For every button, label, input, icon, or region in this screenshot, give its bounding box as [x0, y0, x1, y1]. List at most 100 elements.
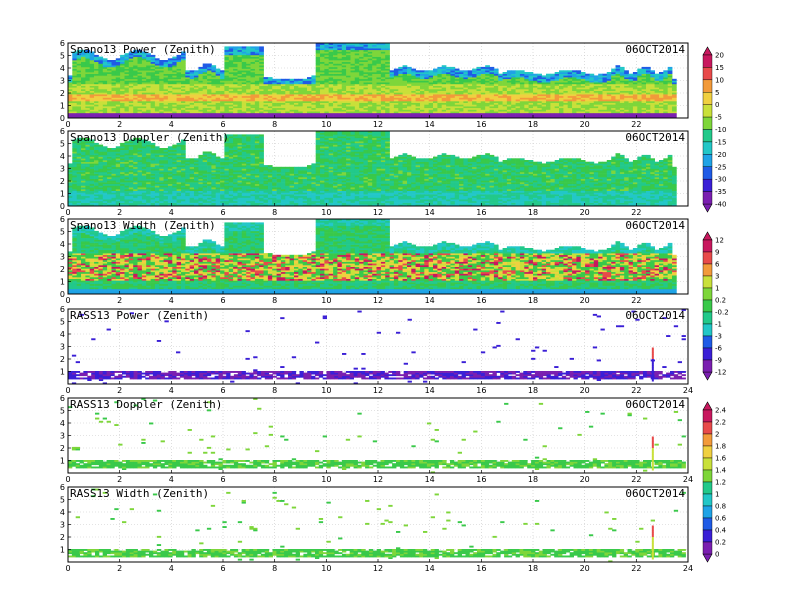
- heatmap-cell: [81, 89, 86, 91]
- heatmap-cell: [89, 94, 95, 97]
- heatmap-cell: [528, 112, 534, 115]
- heatmap-cell: [159, 85, 164, 88]
- heatmap-cell: [441, 92, 447, 95]
- heatmap-cell: [359, 107, 364, 110]
- heatmap-cell: [224, 99, 230, 102]
- heatmap-cell: [215, 102, 221, 105]
- heatmap-cell: [85, 73, 91, 76]
- heatmap-cell: [324, 112, 330, 115]
- heatmap-cell: [181, 65, 186, 68]
- heatmap-cell: [172, 116, 177, 119]
- heatmap-cell: [667, 104, 673, 107]
- heatmap-cell: [650, 78, 655, 81]
- heatmap-cell: [511, 87, 516, 90]
- heatmap-cell: [254, 73, 260, 76]
- heatmap-cell: [185, 101, 190, 103]
- heatmap-cell: [107, 92, 112, 95]
- heatmap-cell: [141, 102, 147, 105]
- heatmap-cell: [94, 111, 99, 114]
- heatmap-cell: [185, 85, 190, 88]
- heatmap-cell: [115, 87, 121, 90]
- heatmap-cell: [181, 101, 186, 103]
- heatmap-cell: [137, 89, 143, 91]
- heatmap-cell: [454, 78, 460, 81]
- heatmap-cell: [415, 70, 421, 73]
- heatmap-cell: [619, 104, 625, 107]
- heatmap-cell: [285, 92, 290, 95]
- heatmap-cell: [159, 94, 164, 97]
- heatmap-cell: [576, 99, 582, 102]
- heatmap-cell: [220, 102, 225, 105]
- heatmap-cell: [120, 56, 125, 59]
- heatmap-cell: [141, 106, 147, 109]
- heatmap-cell: [615, 92, 621, 95]
- heatmap-cell: [385, 75, 390, 78]
- heatmap-cell: [237, 90, 243, 93]
- heatmap-cell: [94, 109, 99, 112]
- heatmap-cell: [111, 95, 117, 98]
- heatmap-cell: [572, 95, 577, 98]
- heatmap-cell: [120, 66, 125, 69]
- heatmap-cell: [246, 63, 251, 66]
- heatmap-cell: [111, 111, 117, 114]
- panel-title: Spano13 Power (Zenith): [70, 43, 216, 56]
- heatmap-cell: [224, 92, 230, 95]
- heatmap-cell: [250, 73, 256, 76]
- heatmap-cell: [224, 70, 230, 73]
- heatmap-cell: [380, 70, 386, 73]
- heatmap-cell: [76, 102, 82, 105]
- heatmap-cell: [515, 99, 521, 102]
- heatmap-cell: [472, 107, 477, 110]
- heatmap-cell: [554, 72, 560, 74]
- heatmap-cell: [559, 95, 564, 98]
- heatmap-cell: [376, 92, 382, 95]
- heatmap-cell: [411, 75, 416, 78]
- heatmap-cell: [167, 112, 173, 115]
- heatmap-cell: [254, 80, 260, 83]
- heatmap-cell: [215, 70, 221, 73]
- heatmap-cell: [163, 77, 169, 80]
- heatmap-cell: [202, 102, 208, 105]
- heatmap-cell: [185, 73, 190, 76]
- heatmap-cell: [141, 54, 147, 57]
- heatmap-cell: [146, 83, 151, 86]
- heatmap-cell: [120, 90, 125, 93]
- heatmap-cell: [380, 112, 386, 115]
- heatmap-cell: [628, 92, 634, 95]
- heatmap-cell: [81, 70, 86, 73]
- heatmap-cell: [611, 70, 616, 73]
- heatmap-cell: [415, 75, 421, 78]
- heatmap-cell: [185, 77, 190, 80]
- heatmap-cell: [220, 82, 225, 85]
- heatmap-cell: [85, 102, 91, 105]
- heatmap-cell: [194, 89, 199, 91]
- heatmap-cell: [85, 109, 91, 112]
- heatmap-cell: [346, 78, 351, 81]
- heatmap-cell: [237, 99, 243, 102]
- heatmap-cell: [393, 70, 399, 73]
- heatmap-cell: [593, 75, 599, 78]
- heatmap-cell: [541, 78, 547, 81]
- heatmap-cell: [528, 87, 534, 90]
- heatmap-cell: [363, 66, 369, 69]
- heatmap-cell: [137, 66, 143, 69]
- heatmap-cell: [185, 83, 190, 86]
- heatmap-cell: [141, 111, 147, 114]
- heatmap-cell: [380, 83, 386, 86]
- heatmap-cell: [250, 90, 256, 93]
- heatmap-cell: [207, 85, 212, 88]
- heatmap-cell: [619, 66, 625, 69]
- heatmap-cell: [250, 116, 256, 119]
- heatmap-cell: [124, 107, 130, 110]
- heatmap-cell: [68, 94, 73, 97]
- heatmap-cell: [98, 116, 104, 119]
- heatmap-cell: [98, 73, 104, 76]
- heatmap-cell: [228, 48, 234, 51]
- heatmap-cell: [98, 83, 104, 86]
- heatmap-cell: [120, 75, 125, 78]
- heatmap-cell: [94, 83, 99, 86]
- heatmap-cell: [146, 111, 151, 114]
- heatmap-cell: [154, 114, 160, 117]
- heatmap-cell: [580, 104, 586, 107]
- heatmap-cell: [124, 53, 130, 56]
